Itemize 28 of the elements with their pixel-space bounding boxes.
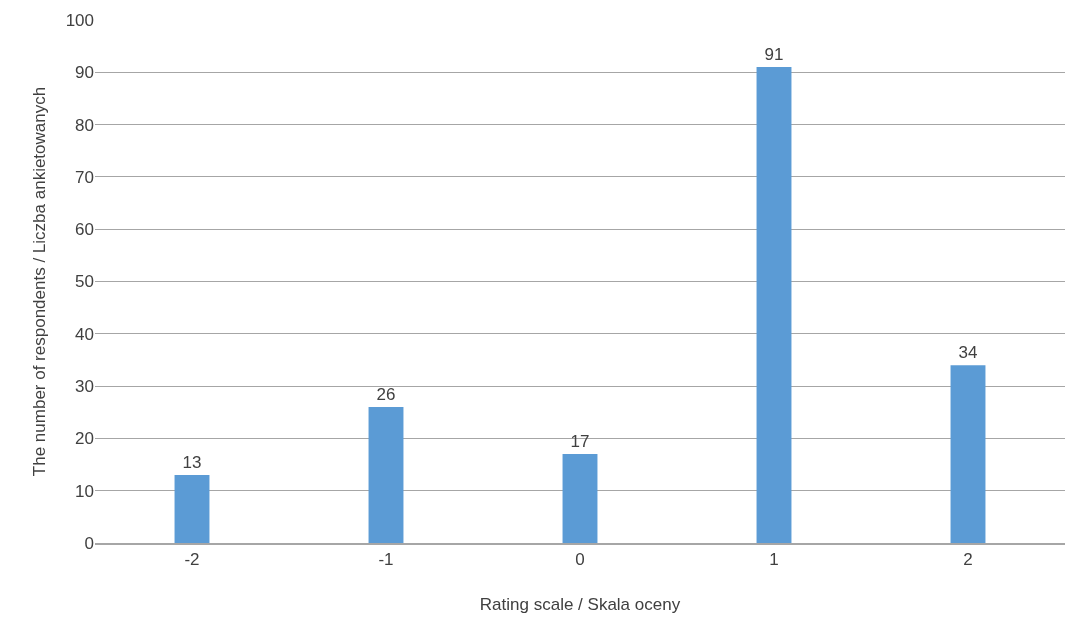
y-tick-label: 0 [84,533,94,553]
y-tick-label: 70 [75,167,94,187]
x-tick-label: -2 [184,550,200,570]
y-axis-title: The number of respondents / Liczba ankietowanych [30,86,50,477]
data-label: 34 [958,343,978,363]
x-tick-label: -1 [378,550,394,570]
y-tick-label: 30 [75,377,94,397]
x-axis-title: Rating scale / Skala oceny [479,595,681,615]
data-label: 17 [570,432,590,452]
data-label: 13 [182,453,202,473]
x-tick-label: 2 [963,550,973,570]
y-tick-label: 100 [65,10,94,30]
data-label: 26 [376,385,396,405]
bar [174,475,210,543]
y-tick-label: 80 [75,115,94,135]
y-tick-label: 90 [75,63,94,83]
y-tick-label: 50 [75,272,94,292]
y-tick-label: 60 [75,220,94,240]
bar [950,365,986,543]
y-tick-label: 20 [75,429,94,449]
bar [368,407,404,543]
y-tick-label: 40 [75,324,94,344]
x-tick-label: 0 [575,550,585,570]
y-tick-label: 10 [75,481,94,501]
bar [756,67,792,543]
x-tick-label: 1 [769,550,779,570]
bar [562,454,598,543]
data-label: 91 [764,45,784,65]
